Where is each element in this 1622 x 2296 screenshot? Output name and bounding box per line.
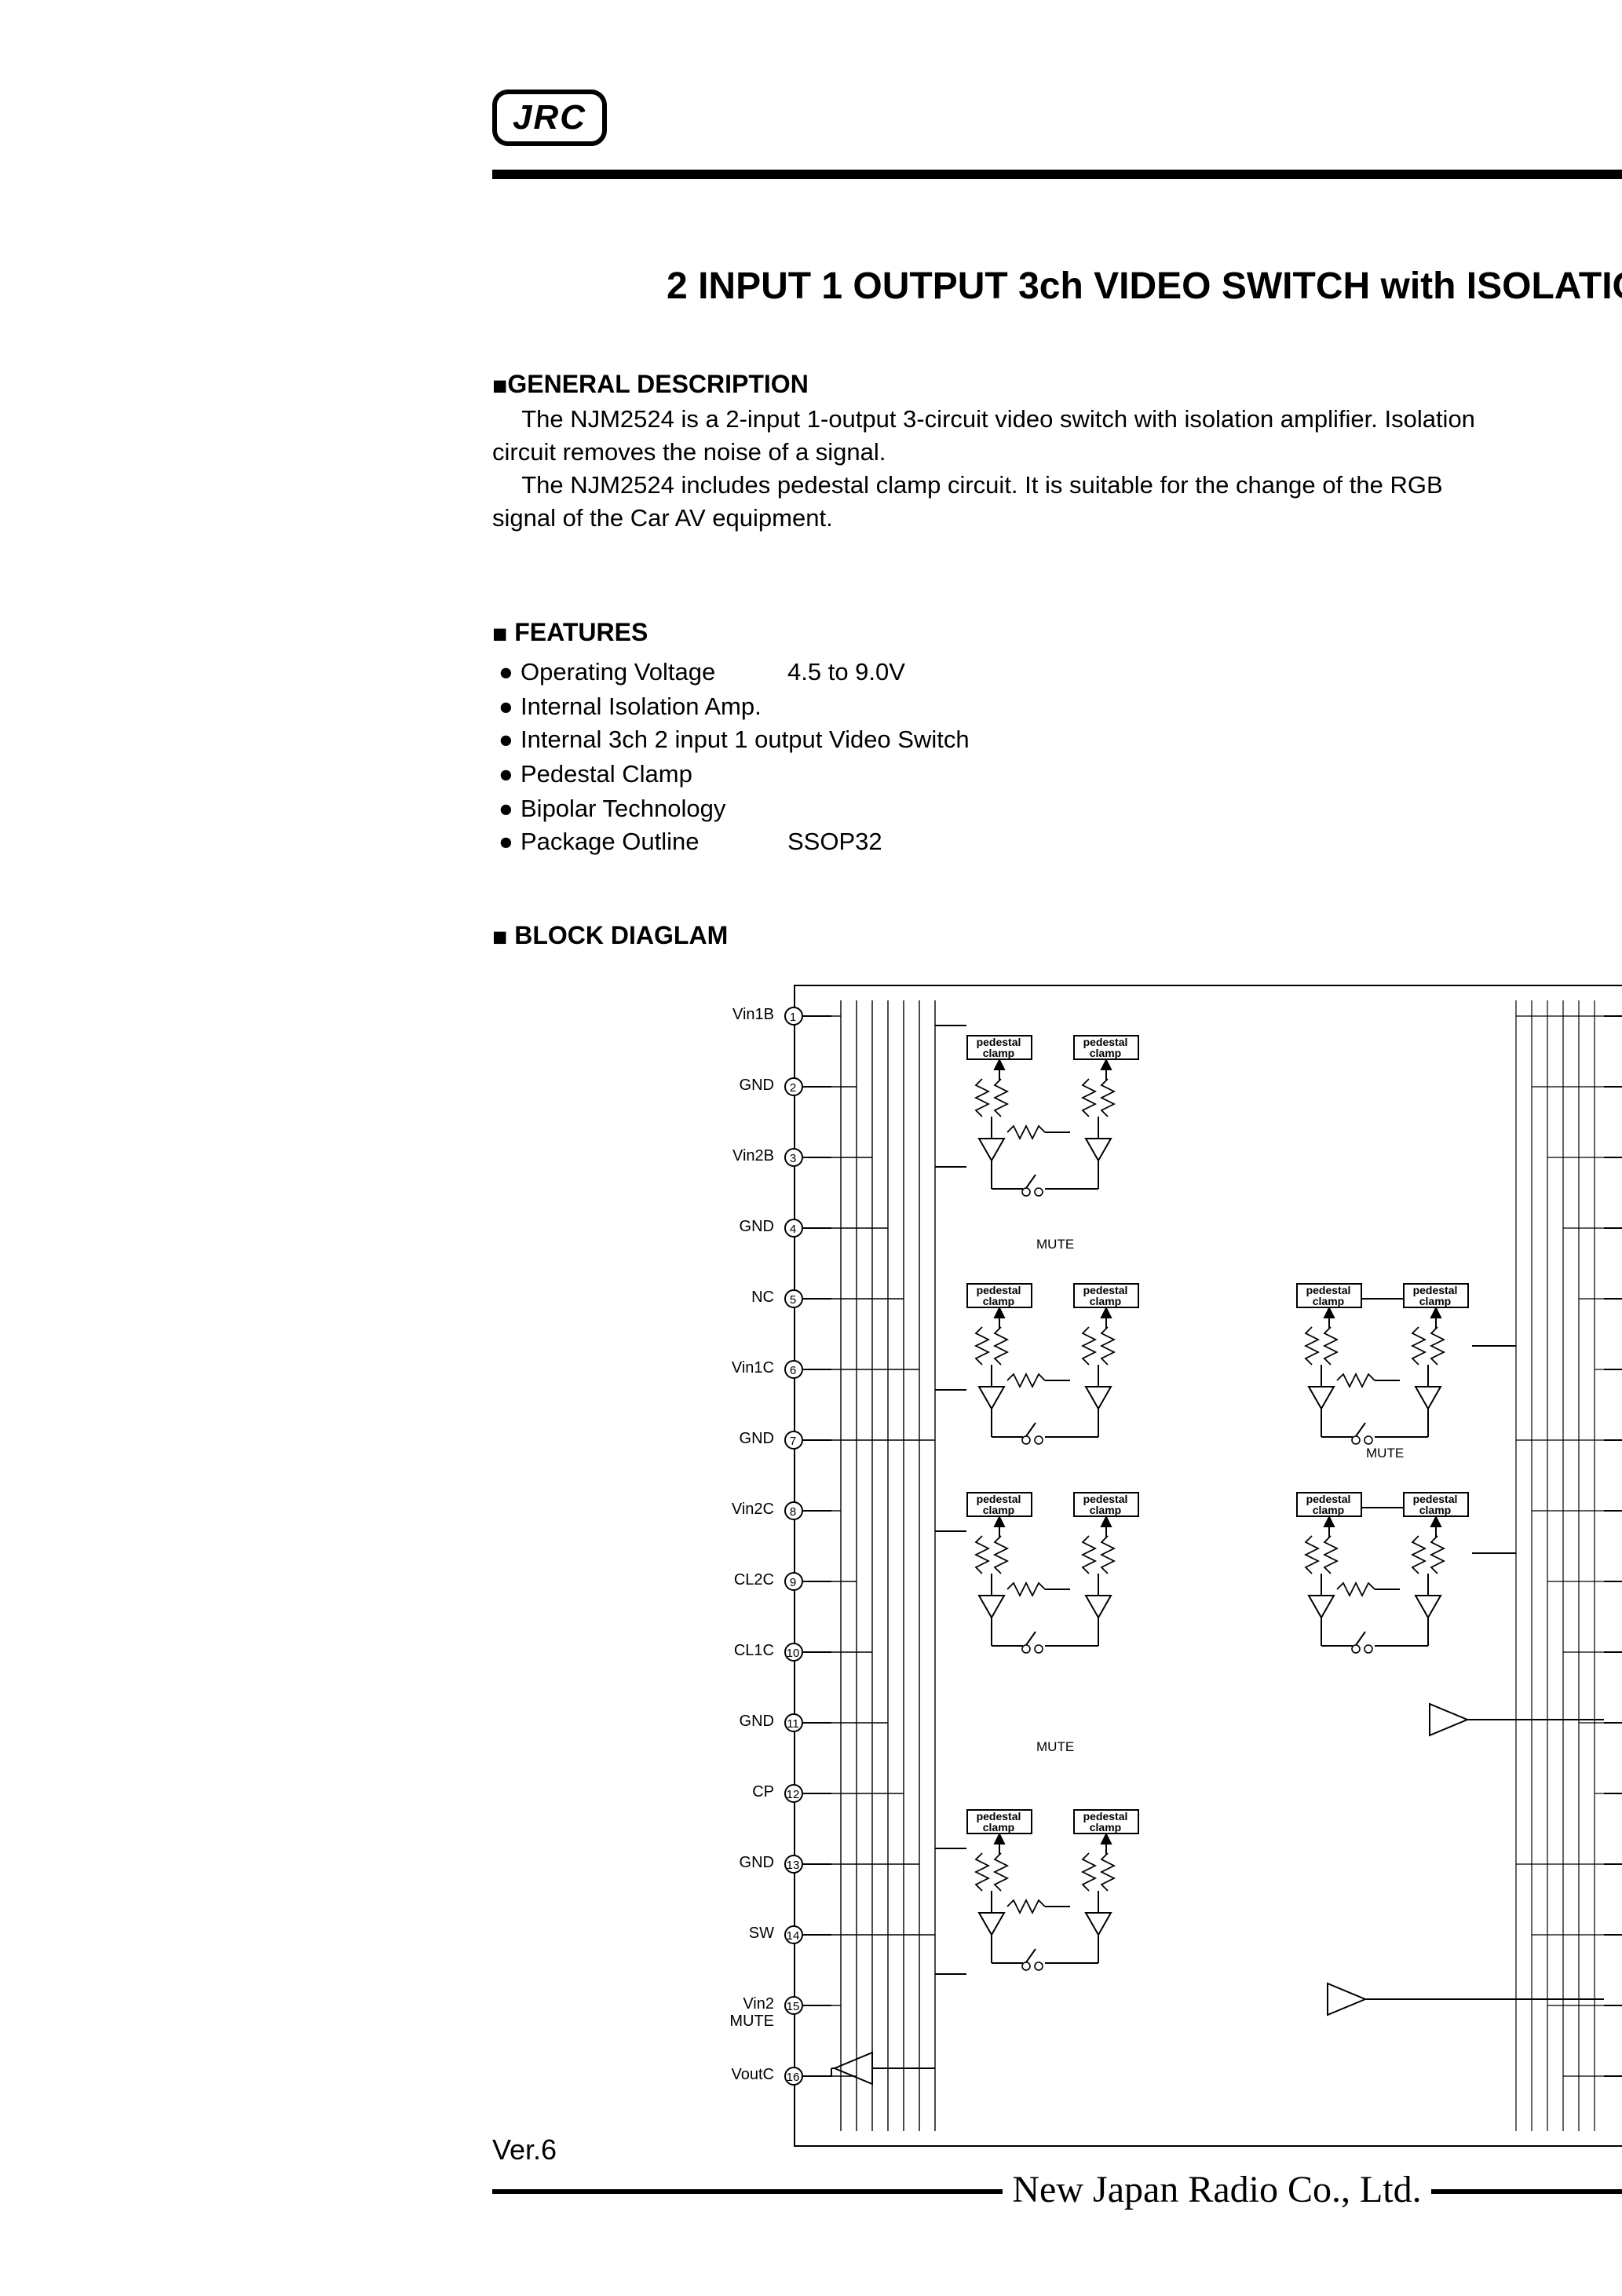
footer-line-left bbox=[492, 2190, 1003, 2194]
pin-label-12: CP bbox=[699, 1784, 774, 1801]
mute-label: MUTE bbox=[1036, 1738, 1074, 1754]
pin-label-13: GND bbox=[699, 1855, 774, 1872]
pin-10: 10 bbox=[784, 1643, 802, 1662]
general-text: The NJM2524 is a 2-input 1-output 3-circ… bbox=[492, 405, 1486, 536]
pedestal-clamp-box: pedestal clamp bbox=[966, 1283, 1032, 1308]
version: Ver.6 bbox=[492, 2134, 1622, 2167]
title: 2 INPUT 1 OUTPUT 3ch VIDEO SWITCH with I… bbox=[492, 265, 1622, 309]
feature-row: ●Internal Isolation Amp. bbox=[492, 690, 1622, 724]
footer-line-right bbox=[1430, 2190, 1622, 2194]
pedestal-clamp-box: pedestal clamp bbox=[1072, 1035, 1138, 1060]
general-p1: The NJM2524 is a 2-input 1-output 3-circ… bbox=[492, 405, 1486, 471]
features-head: ■ FEATURES bbox=[492, 620, 1622, 650]
pin-label-2: GND bbox=[699, 1077, 774, 1095]
pin-label-3: Vin2B bbox=[699, 1148, 774, 1165]
block-diagram-section: ■ BLOCK DIAGLAM 1Vin1B2GND3Vin2B4GND5NC6… bbox=[492, 923, 1622, 2163]
bullet-icon: ● bbox=[492, 656, 521, 690]
feature-label: Pedestal Clamp bbox=[521, 759, 787, 792]
feature-value: SSOP32 bbox=[787, 827, 882, 861]
package-outline: ■ PACKAGE OUTLINE NJM2524V bbox=[1580, 372, 1622, 542]
logo: JRC bbox=[492, 90, 607, 146]
bullet-icon: ● bbox=[492, 759, 521, 792]
pin-12: 12 bbox=[784, 1784, 802, 1803]
feature-label: Bipolar Technology bbox=[521, 793, 787, 827]
pin-15: 15 bbox=[784, 1996, 802, 2015]
feature-row: ●Bipolar Technology bbox=[492, 793, 1622, 827]
bullet-icon: ● bbox=[492, 827, 521, 861]
pedestal-clamp-box: pedestal clamp bbox=[1402, 1283, 1468, 1308]
feature-value: 4.5 to 9.0V bbox=[787, 656, 905, 690]
page-number: - 1 - bbox=[492, 2222, 1622, 2249]
pedestal-clamp-box: pedestal clamp bbox=[1295, 1283, 1361, 1308]
pedestal-clamp-box: pedestal clamp bbox=[966, 1492, 1032, 1517]
pedestal-clamp-box: pedestal clamp bbox=[1295, 1492, 1361, 1517]
block-head: ■ BLOCK DIAGLAM bbox=[492, 923, 1622, 953]
pin-label-11: GND bbox=[699, 1713, 774, 1731]
bullet-icon: ● bbox=[492, 690, 521, 724]
pin-label-1: Vin1B bbox=[699, 1007, 774, 1024]
pin-label-5: NC bbox=[699, 1289, 774, 1307]
block-diagram: 1Vin1B2GND3Vin2B4GND5NC6Vin1C7GND8Vin2C9… bbox=[730, 969, 1622, 2163]
feature-row: ●Package OutlineSSOP32 bbox=[492, 827, 1622, 861]
pin-label-15: Vin2 MUTE bbox=[699, 1996, 774, 2031]
pedestal-clamp-box: pedestal clamp bbox=[966, 1035, 1032, 1060]
pedestal-clamp-box: pedestal clamp bbox=[1072, 1283, 1138, 1308]
feature-row: ●Internal 3ch 2 input 1 output Video Swi… bbox=[492, 725, 1622, 759]
page: JRC NJM2524 2 INPUT 1 OUTPUT 3ch VIDEO S… bbox=[406, 0, 1622, 2296]
pedestal-clamp-box: pedestal clamp bbox=[1072, 1809, 1138, 1834]
general-description: ■GENERAL DESCRIPTION The NJM2524 is a 2-… bbox=[492, 372, 1486, 542]
features-section: ■ FEATURES ●Operating Voltage4.5 to 9.0V… bbox=[492, 620, 1622, 861]
pin-label-10: CL1C bbox=[699, 1643, 774, 1660]
pin-label-7: GND bbox=[699, 1431, 774, 1448]
pedestal-clamp-box: pedestal clamp bbox=[1402, 1492, 1468, 1517]
feature-label: Internal 3ch 2 input 1 output Video Swit… bbox=[521, 725, 970, 759]
bullet-icon: ● bbox=[492, 793, 521, 827]
pin-16: 16 bbox=[784, 2067, 802, 2086]
pedestal-clamp-box: pedestal clamp bbox=[966, 1809, 1032, 1834]
pin-14: 14 bbox=[784, 1925, 802, 1944]
pedestal-clamp-box: pedestal clamp bbox=[1072, 1492, 1138, 1517]
feature-row: ●Pedestal Clamp bbox=[492, 759, 1622, 792]
header: JRC NJM2524 bbox=[492, 79, 1622, 157]
general-p2: The NJM2524 includes pedestal clamp circ… bbox=[492, 471, 1486, 537]
pin-label-8: Vin2C bbox=[699, 1501, 774, 1519]
diagram-wrap: 1Vin1B2GND3Vin2B4GND5NC6Vin1C7GND8Vin2C9… bbox=[492, 969, 1622, 2163]
pin-13: 13 bbox=[784, 1855, 802, 1874]
general-head: ■GENERAL DESCRIPTION bbox=[492, 372, 1486, 402]
feature-label: Package Outline bbox=[521, 827, 787, 861]
feature-label: Operating Voltage bbox=[521, 656, 787, 690]
pin-label-6: Vin1C bbox=[699, 1360, 774, 1377]
mute-label: MUTE bbox=[1366, 1445, 1404, 1461]
bullet-icon: ● bbox=[492, 725, 521, 759]
pin-label-9: CL2C bbox=[699, 1572, 774, 1589]
pin-label-16: VoutC bbox=[699, 2067, 774, 2084]
package-head: ■ PACKAGE OUTLINE bbox=[1580, 372, 1622, 402]
package-name: NJM2524V bbox=[1580, 514, 1622, 542]
diagram-wires bbox=[730, 969, 1622, 2163]
header-rule bbox=[492, 170, 1622, 179]
features-list: ●Operating Voltage4.5 to 9.0V●Internal I… bbox=[492, 656, 1622, 861]
feature-label: Internal Isolation Amp. bbox=[521, 690, 787, 724]
mute-label: MUTE bbox=[1036, 1236, 1074, 1252]
pin-label-4: GND bbox=[699, 1219, 774, 1236]
pin-label-14: SW bbox=[699, 1925, 774, 1943]
top-columns: ■GENERAL DESCRIPTION The NJM2524 is a 2-… bbox=[492, 372, 1622, 542]
footer-rule: New Japan Radio Co., Ltd. bbox=[492, 2170, 1622, 2213]
footer: Ver.6 New Japan Radio Co., Ltd. - 1 - bbox=[492, 2134, 1622, 2249]
feature-row: ●Operating Voltage4.5 to 9.0V bbox=[492, 656, 1622, 690]
company-name: New Japan Radio Co., Ltd. bbox=[1003, 2170, 1430, 2213]
